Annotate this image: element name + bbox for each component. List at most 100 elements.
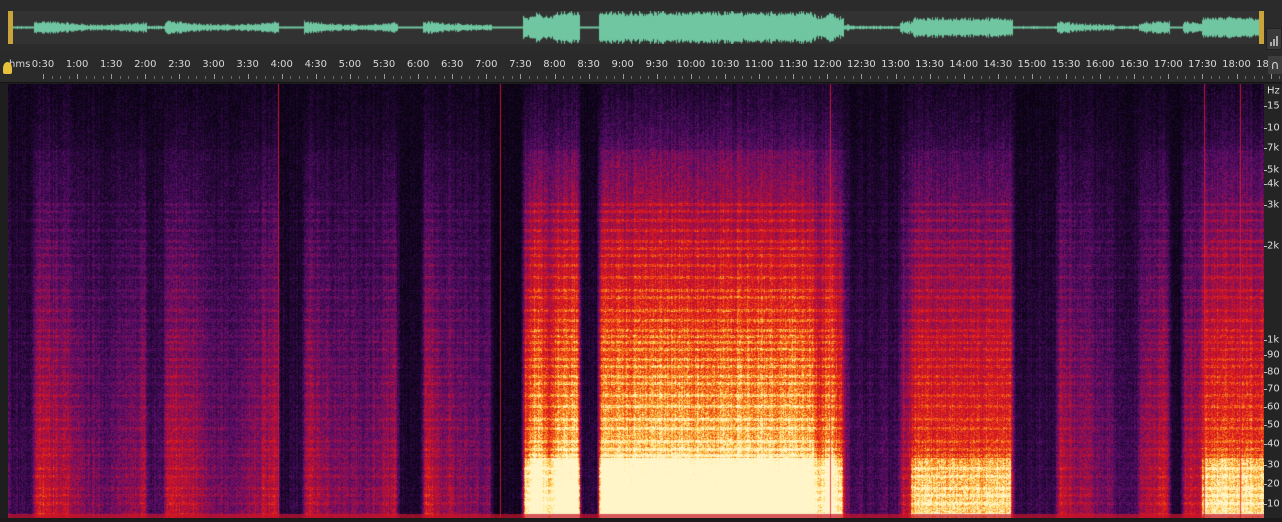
time-tick-label: 12:30: [846, 59, 876, 70]
time-minor-tick: [742, 76, 744, 79]
time-tick-label: 6:30: [440, 59, 464, 70]
time-tick: [656, 74, 658, 79]
frequency-tick-label: 50: [1267, 419, 1280, 431]
frequency-tick-label: 5k: [1267, 164, 1280, 176]
time-minor-tick: [1193, 76, 1195, 79]
frequency-tick: [1264, 389, 1267, 390]
frequency-tick: [1264, 340, 1267, 341]
frequency-tick: [1264, 465, 1267, 466]
frequency-tick-label: 10: [1267, 122, 1280, 134]
time-tick-label: 16:30: [1119, 59, 1149, 70]
time-minor-tick: [204, 76, 206, 79]
time-minor-tick: [1083, 76, 1085, 79]
time-minor-tick: [810, 76, 812, 79]
frequency-tick: [1264, 106, 1267, 107]
time-minor-tick: [85, 76, 87, 79]
time-tick: [77, 74, 79, 79]
zoom-bars-icon[interactable]: [1266, 28, 1282, 50]
time-minor-tick: [239, 76, 241, 79]
frequency-tick-label: 10: [1267, 498, 1280, 510]
frequency-tick: [1264, 170, 1267, 171]
frequency-tick: [1264, 372, 1267, 373]
frequency-tick: [1264, 484, 1267, 485]
time-tick: [315, 74, 317, 79]
time-tick: [997, 74, 999, 79]
time-tick: [827, 74, 829, 79]
time-minor-tick: [341, 76, 343, 79]
time-minor-tick: [1279, 76, 1281, 79]
time-minor-tick: [392, 76, 394, 79]
time-tick: [588, 74, 590, 79]
bottom-edge: [0, 518, 1282, 522]
time-minor-tick: [1091, 76, 1093, 79]
time-minor-tick: [332, 76, 334, 79]
time-tick: [895, 74, 897, 79]
time-minor-tick: [460, 76, 462, 79]
time-minor-tick: [904, 76, 906, 79]
time-minor-tick: [1074, 76, 1076, 79]
time-minor-tick: [767, 76, 769, 79]
time-minor-tick: [273, 76, 275, 79]
time-minor-tick: [503, 76, 505, 79]
time-minor-tick: [1245, 76, 1247, 79]
time-tick: [1134, 74, 1136, 79]
time-tick-label: 2:30: [168, 59, 191, 70]
time-minor-tick: [1048, 76, 1050, 79]
frequency-tick: [1264, 128, 1267, 129]
time-minor-tick: [435, 76, 437, 79]
time-minor-tick: [545, 76, 547, 79]
waveform-overview-panel[interactable]: [0, 0, 1282, 53]
frequency-tick: [1264, 184, 1267, 185]
overview-right-handle[interactable]: [1259, 11, 1264, 44]
time-minor-tick: [375, 76, 377, 79]
time-minor-tick: [477, 76, 479, 79]
time-minor-tick: [1117, 76, 1119, 79]
frequency-tick: [1264, 205, 1267, 206]
time-minor-tick: [980, 76, 982, 79]
time-minor-tick: [912, 76, 914, 79]
time-minor-tick: [324, 76, 326, 79]
time-minor-tick: [119, 76, 121, 79]
time-minor-tick: [196, 76, 198, 79]
time-minor-tick: [187, 76, 189, 79]
time-tick-label: 5:00: [338, 59, 362, 70]
loop-icon[interactable]: ∩: [1268, 56, 1282, 74]
time-tick-label: 13:00: [881, 59, 910, 70]
spectral-frequency-display[interactable]: [8, 84, 1264, 518]
frequency-tick-label: 40: [1267, 438, 1280, 450]
time-minor-tick: [290, 76, 292, 79]
time-tick: [281, 74, 283, 79]
frequency-tick-label: 15: [1267, 100, 1280, 112]
time-minor-tick: [68, 76, 70, 79]
time-tick: [486, 74, 488, 79]
frequency-tick-label: 80: [1267, 366, 1280, 378]
time-minor-tick: [511, 76, 513, 79]
time-tick: [384, 74, 385, 79]
time-tick-label: 4:00: [270, 59, 293, 70]
time-tick-label: 1:00: [65, 59, 89, 70]
time-tick: [1100, 74, 1102, 79]
time-ruler[interactable]: hms 0:30 1:00 1:30 2:00 2:30 3:00 3:30 4:00 4:30…: [0, 52, 1282, 132]
time-tick: [1031, 74, 1033, 79]
time-tick-label: 12:00: [812, 59, 842, 70]
time-minor-tick: [366, 76, 368, 79]
time-minor-tick: [1006, 76, 1008, 79]
spectrogram-canvas[interactable]: [8, 84, 1264, 518]
time-minor-tick: [94, 76, 96, 79]
overview-left-handle[interactable]: [8, 11, 13, 44]
time-minor-tick: [494, 76, 496, 79]
time-tick-label: 3:30: [236, 59, 259, 70]
time-minor-tick: [1125, 76, 1127, 79]
time-minor-tick: [844, 76, 846, 79]
overview-waveform[interactable]: [8, 11, 1264, 44]
time-tick-label: 15:00: [1017, 59, 1047, 70]
time-tick-label: 15:30: [1051, 59, 1081, 70]
frequency-tick-label: 90: [1267, 349, 1280, 361]
time-minor-tick: [733, 76, 735, 79]
time-minor-tick: [222, 76, 224, 79]
time-tick-label: 0:30: [31, 59, 55, 70]
playhead-marker-icon[interactable]: [3, 62, 12, 74]
frequency-axis: Hz 15 10 7k 5k 4k 3k 2k 1k 90 80 70 60 50 40 30 20 10: [1264, 84, 1282, 522]
time-minor-tick: [128, 76, 130, 79]
frequency-tick-label: 3k: [1267, 199, 1280, 211]
